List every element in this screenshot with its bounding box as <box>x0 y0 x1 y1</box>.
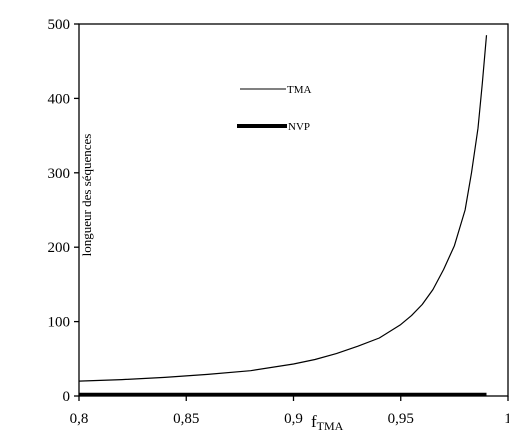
y-tick-label: 200 <box>48 240 71 256</box>
legend-label-tma: TMA <box>287 84 312 96</box>
x-tick-label: 0,95 <box>388 411 414 427</box>
y-axis-label: longueur des séquences <box>79 134 94 257</box>
plot-frame <box>78 23 509 397</box>
legend: TMA NVP <box>237 84 312 133</box>
y-tick-label: 500 <box>48 17 71 33</box>
series-layer <box>78 35 488 397</box>
y-tick-label: 100 <box>48 315 71 331</box>
y-axis: 0 100 200 300 400 500 <box>48 17 79 405</box>
x-tick-label: 1 <box>504 411 509 427</box>
y-tick-label: 300 <box>48 166 71 182</box>
series-line-tma <box>78 35 488 382</box>
legend-label-nvp: NVP <box>288 121 310 133</box>
x-axis-label-sub: TMA <box>317 419 344 432</box>
y-tick-label: 400 <box>48 91 71 107</box>
plot-area <box>78 23 509 397</box>
x-tick-label: 0,85 <box>173 411 199 427</box>
y-tick-label: 0 <box>63 389 71 405</box>
x-tick-label: 0,8 <box>70 411 89 427</box>
x-tick-label: 0,9 <box>284 411 303 427</box>
x-axis-label-main: f <box>311 412 317 431</box>
x-axis-label: fTMA <box>311 412 344 432</box>
x-axis: 0,8 0,85 0,9 0,95 1 <box>70 396 509 427</box>
